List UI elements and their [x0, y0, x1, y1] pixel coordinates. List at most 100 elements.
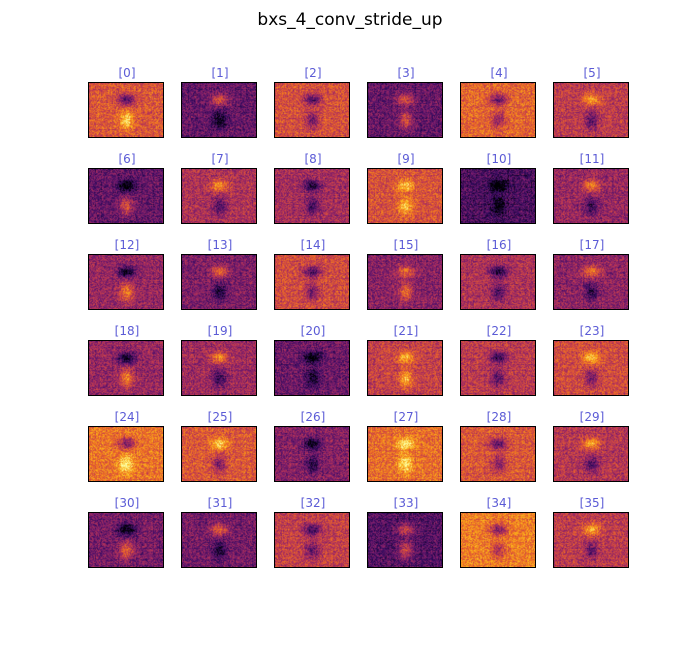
feature-map-panel: [10] [460, 152, 538, 228]
feature-map-image [367, 82, 443, 138]
panel-index-label: [13] [207, 238, 233, 252]
feature-map-panel: [25] [181, 410, 259, 486]
panel-index-label: [20] [300, 324, 326, 338]
feature-map-panel: [16] [460, 238, 538, 314]
feature-map-image [274, 512, 350, 568]
panel-index-label: [27] [393, 410, 419, 424]
panel-index-label: [7] [211, 152, 229, 166]
feature-map-image [367, 340, 443, 396]
panel-index-label: [1] [211, 66, 229, 80]
panel-index-label: [9] [397, 152, 415, 166]
panel-index-label: [34] [486, 496, 512, 510]
feature-map-image [88, 82, 164, 138]
feature-map-panel: [14] [274, 238, 352, 314]
feature-map-image [274, 82, 350, 138]
feature-map-image [460, 340, 536, 396]
figure-title: bxs_4_conv_stride_up [257, 10, 443, 30]
feature-map-image [274, 340, 350, 396]
feature-map-image [274, 426, 350, 482]
feature-map-panel: [24] [88, 410, 166, 486]
panel-index-label: [18] [114, 324, 140, 338]
panel-index-label: [11] [579, 152, 605, 166]
panel-index-label: [25] [207, 410, 233, 424]
feature-map-image [460, 426, 536, 482]
feature-map-panel: [27] [367, 410, 445, 486]
panel-index-label: [17] [579, 238, 605, 252]
panel-index-label: [6] [118, 152, 136, 166]
feature-map-image [181, 512, 257, 568]
feature-map-image [274, 254, 350, 310]
panel-index-label: [33] [393, 496, 419, 510]
panel-index-label: [21] [393, 324, 419, 338]
feature-map-panel: [7] [181, 152, 259, 228]
panel-index-label: [29] [579, 410, 605, 424]
feature-map-panel: [13] [181, 238, 259, 314]
feature-map-panel: [33] [367, 496, 445, 572]
feature-map-image [88, 254, 164, 310]
feature-map-panel: [20] [274, 324, 352, 400]
feature-map-panel: [26] [274, 410, 352, 486]
feature-map-panel: [1] [181, 66, 259, 142]
feature-map-panel: [28] [460, 410, 538, 486]
feature-map-image [553, 168, 629, 224]
panel-index-label: [16] [486, 238, 512, 252]
feature-map-image [181, 426, 257, 482]
panel-index-label: [4] [490, 66, 508, 80]
feature-map-image [181, 340, 257, 396]
panel-index-label: [32] [300, 496, 326, 510]
feature-map-panel: [19] [181, 324, 259, 400]
feature-map-image [553, 512, 629, 568]
feature-map-image [88, 512, 164, 568]
panel-index-label: [0] [118, 66, 136, 80]
feature-map-panel: [15] [367, 238, 445, 314]
feature-map-image [367, 168, 443, 224]
panel-index-label: [2] [304, 66, 322, 80]
feature-map-image [553, 254, 629, 310]
feature-map-image [181, 82, 257, 138]
feature-map-panel: [22] [460, 324, 538, 400]
panel-index-label: [8] [304, 152, 322, 166]
feature-map-image [88, 168, 164, 224]
feature-map-panel: [8] [274, 152, 352, 228]
panel-index-label: [23] [579, 324, 605, 338]
panel-index-label: [35] [579, 496, 605, 510]
feature-map-panel: [35] [553, 496, 631, 572]
panel-index-label: [10] [486, 152, 512, 166]
feature-map-panel: [12] [88, 238, 166, 314]
feature-map-panel: [31] [181, 496, 259, 572]
feature-map-image [274, 168, 350, 224]
panel-index-label: [15] [393, 238, 419, 252]
feature-map-panel: [6] [88, 152, 166, 228]
feature-map-image [553, 426, 629, 482]
feature-map-panel: [23] [553, 324, 631, 400]
feature-map-panel: [0] [88, 66, 166, 142]
panel-index-label: [30] [114, 496, 140, 510]
feature-map-image [460, 254, 536, 310]
feature-map-panel: [4] [460, 66, 538, 142]
feature-map-panel: [18] [88, 324, 166, 400]
panel-index-label: [24] [114, 410, 140, 424]
feature-map-panel: [29] [553, 410, 631, 486]
feature-map-panel: [30] [88, 496, 166, 572]
feature-map-image [367, 254, 443, 310]
panel-index-label: [12] [114, 238, 140, 252]
feature-map-panel: [32] [274, 496, 352, 572]
feature-map-panel: [34] [460, 496, 538, 572]
feature-map-image [181, 254, 257, 310]
feature-map-panel: [9] [367, 152, 445, 228]
feature-map-image [553, 82, 629, 138]
feature-map-image [88, 340, 164, 396]
panel-index-label: [31] [207, 496, 233, 510]
panel-index-label: [19] [207, 324, 233, 338]
feature-map-image [460, 168, 536, 224]
panel-index-label: [26] [300, 410, 326, 424]
feature-map-panel: [5] [553, 66, 631, 142]
feature-map-image [553, 340, 629, 396]
feature-map-image [460, 512, 536, 568]
panel-index-label: [14] [300, 238, 326, 252]
feature-map-image [367, 512, 443, 568]
panel-index-label: [3] [397, 66, 415, 80]
feature-map-image [460, 82, 536, 138]
feature-map-image [88, 426, 164, 482]
